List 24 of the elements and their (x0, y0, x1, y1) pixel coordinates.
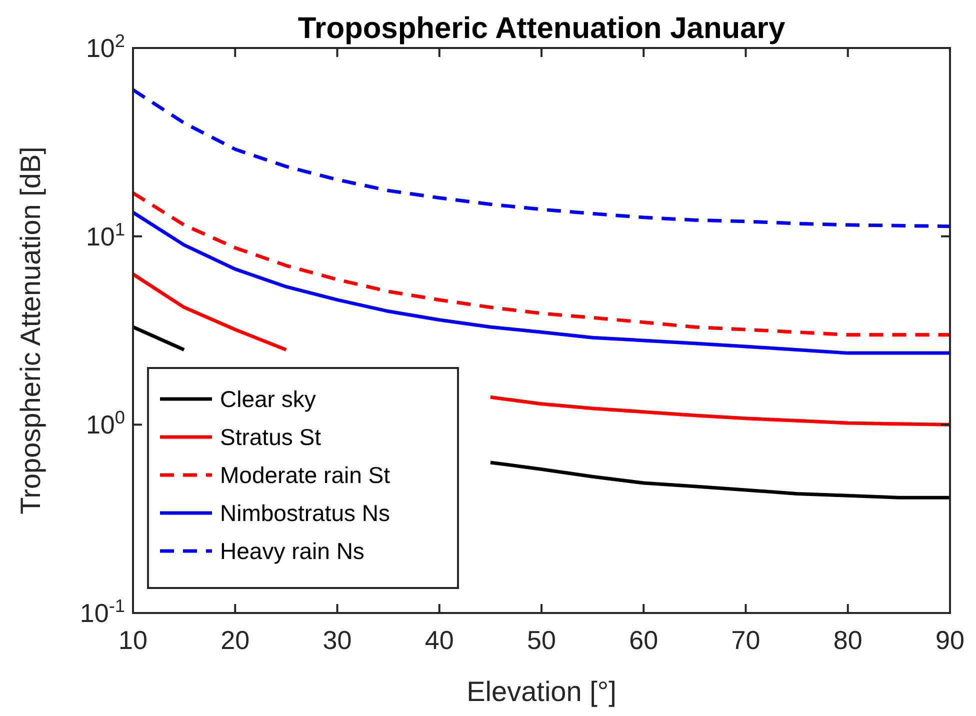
x-tick-label: 10 (118, 625, 148, 655)
chart-title: Tropospheric Attenuation January (298, 12, 786, 45)
line-series (131, 210, 952, 355)
x-tick-label: 60 (629, 625, 658, 655)
line-series (131, 88, 952, 228)
line-series (131, 191, 952, 337)
x-tick-label: 20 (220, 625, 250, 655)
y-tick-label: 10$^{1}$ (86, 219, 125, 252)
legend-label: Stratus St (220, 424, 322, 450)
x-tick-label: 90 (936, 625, 964, 655)
x-tick-label: 50 (527, 625, 556, 655)
x-tick-label: 30 (322, 625, 352, 655)
y-tick-label: 10$^{0}$ (86, 408, 125, 440)
x-tick-label: 40 (424, 625, 454, 655)
y-tick-label: 10$^{-1}$ (80, 596, 125, 628)
legend-label: Heavy rain Ns (220, 538, 364, 564)
x-axis-title: Elevation [°] (466, 676, 616, 707)
x-tick-label: 70 (731, 625, 760, 655)
y-axis-title: Tropospheric Attenuation [dB] (15, 146, 46, 514)
legend-label: Moderate rain St (220, 462, 391, 488)
legend-label: Clear sky (220, 386, 316, 412)
legend-label: Nimbostratus Ns (220, 500, 390, 526)
x-tick-label: 80 (833, 625, 862, 655)
y-tick-label: 10$^{2}$ (86, 31, 125, 63)
